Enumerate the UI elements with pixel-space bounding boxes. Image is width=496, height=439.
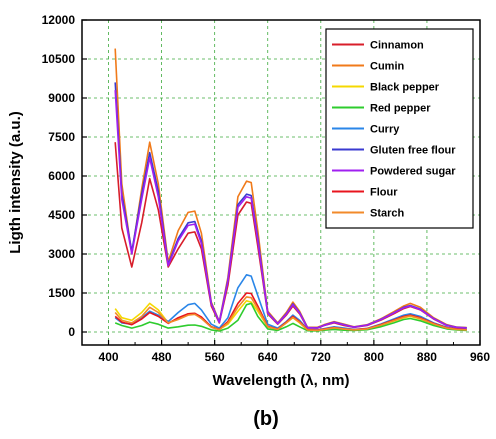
y-tick-label: 6000 <box>48 169 75 183</box>
legend-label: Gluten free flour <box>370 145 456 157</box>
x-tick-label: 480 <box>152 350 172 364</box>
y-tick-label: 1500 <box>48 286 75 300</box>
legend-label: Starch <box>370 208 405 220</box>
x-axis-title: Wavelength (λ, nm) <box>213 372 350 389</box>
figure-caption: (b) <box>253 408 279 430</box>
series-line-3 <box>114 302 467 332</box>
y-tick-label: 10500 <box>42 52 76 66</box>
y-tick-label: 4500 <box>48 208 75 222</box>
x-tick-label: 400 <box>99 350 119 364</box>
y-tick-label: 9000 <box>48 91 75 105</box>
legend-label: Cinnamon <box>370 40 424 52</box>
legend-label: Curry <box>370 124 400 136</box>
legend-label: Black pepper <box>370 82 440 94</box>
legend: Cinnamon Cumin Black pepper Red pepper Curry… <box>325 28 474 229</box>
legend-label: Powdered sugar <box>370 166 456 178</box>
y-tick-label: 12000 <box>42 13 76 27</box>
ticks: 400 480 560 640 720 800 880 960 0 1500 3000 4500 600… <box>42 13 491 364</box>
x-tick-label: 560 <box>205 350 225 364</box>
x-tick-label: 880 <box>417 350 437 364</box>
legend-label: Flour <box>370 187 398 199</box>
series-layer <box>114 48 467 332</box>
legend-label: Red pepper <box>370 103 431 115</box>
y-tick-label: 7500 <box>48 130 75 144</box>
x-tick-label: 800 <box>364 350 384 364</box>
series-line-6 <box>114 90 467 329</box>
y-axis-title: Ligth intensity (a.u.) <box>7 111 24 254</box>
y-tick-label: 3000 <box>48 247 75 261</box>
plot-frame <box>81 19 481 346</box>
x-tick-label: 720 <box>311 350 331 364</box>
y-tick-label: 0 <box>68 325 75 339</box>
legend-label: Cumin <box>370 61 405 73</box>
x-tick-label: 960 <box>470 350 490 364</box>
x-tick-label: 640 <box>258 350 278 364</box>
series-line-8 <box>114 296 467 332</box>
